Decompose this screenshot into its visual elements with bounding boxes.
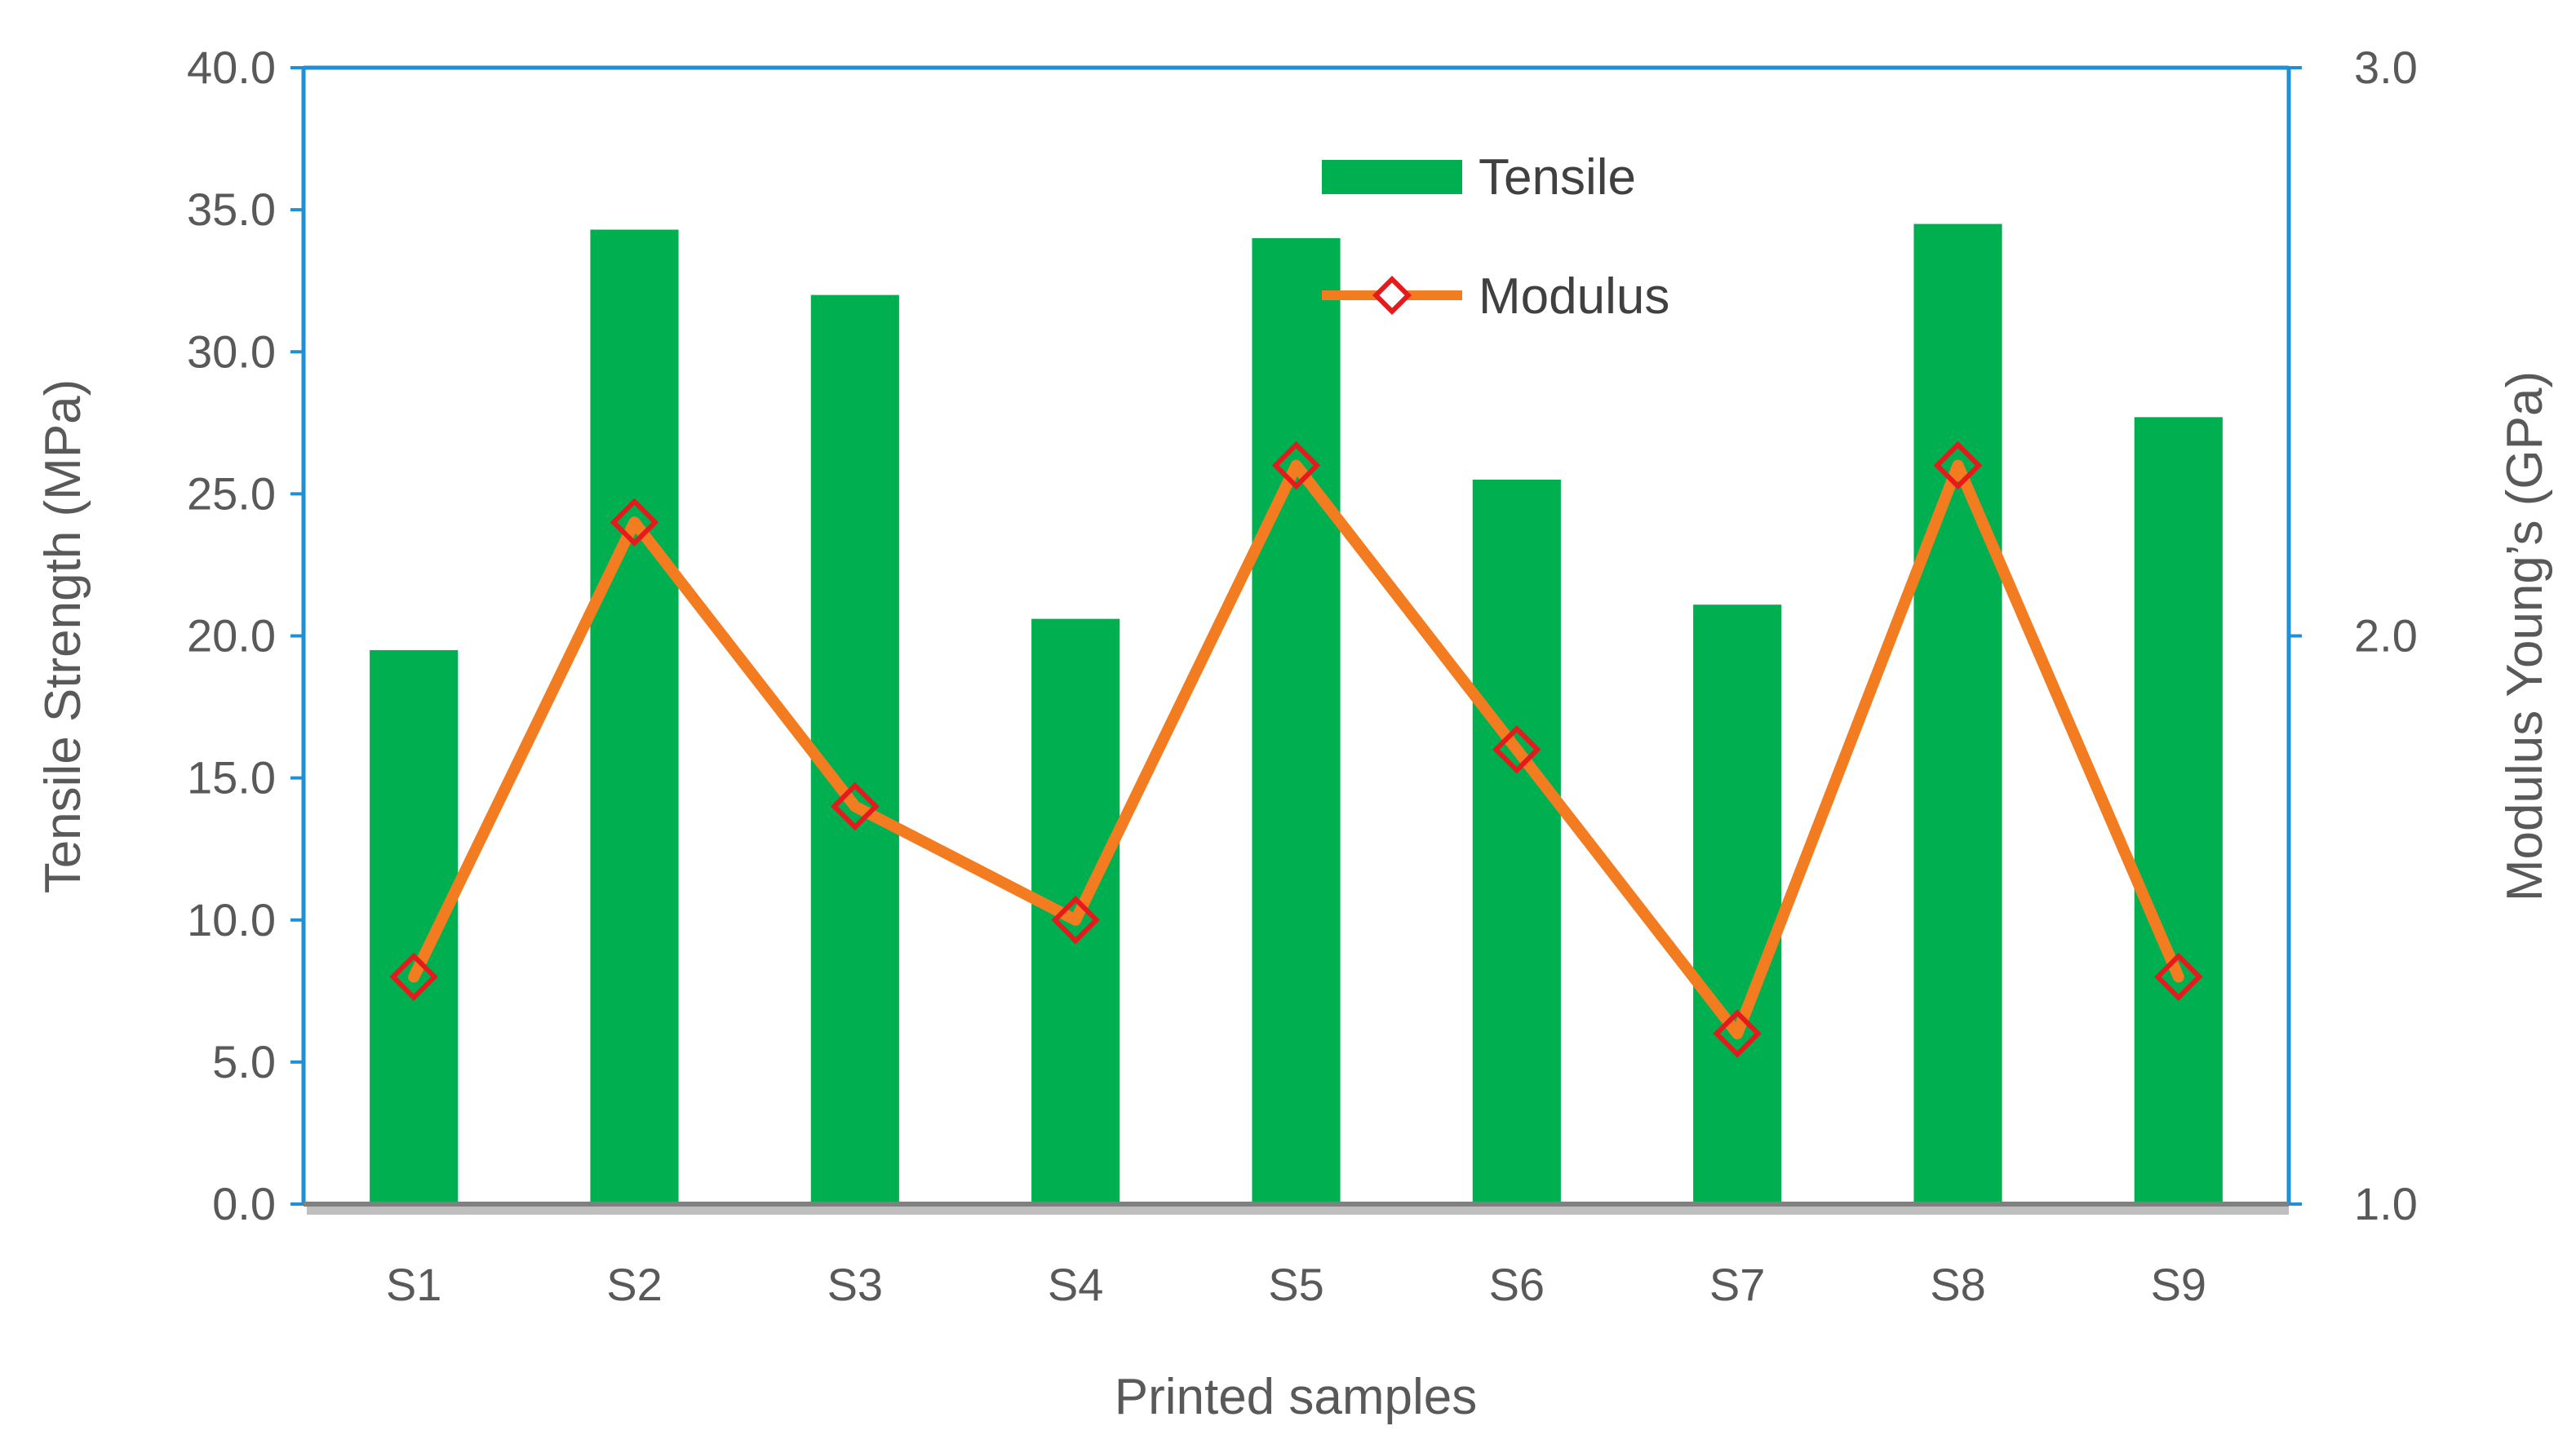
x-tick-label: S6 bbox=[1489, 1259, 1545, 1310]
legend-swatch-tensile bbox=[1322, 160, 1462, 194]
left-tick-label: 15.0 bbox=[187, 752, 276, 804]
line-series-modulus bbox=[389, 441, 2203, 1058]
x-tick-label: S4 bbox=[1048, 1259, 1104, 1310]
right-tick-label: 2.0 bbox=[2354, 610, 2418, 662]
left-tick-label: 30.0 bbox=[187, 325, 276, 377]
left-tick-label: 40.0 bbox=[187, 42, 276, 93]
left-tick-label: 35.0 bbox=[187, 184, 276, 235]
legend-swatch-modulus-marker bbox=[1372, 275, 1412, 316]
legend: Tensile Modulus bbox=[1322, 149, 1669, 325]
right-tick-label: 1.0 bbox=[2354, 1178, 2418, 1229]
legend-label-tensile: Tensile bbox=[1479, 149, 1636, 206]
right-tick-label: 3.0 bbox=[2354, 42, 2418, 93]
bar-tensile-s8 bbox=[1913, 224, 2002, 1205]
x-tick-label: S7 bbox=[1709, 1259, 1766, 1310]
x-tick-label: S2 bbox=[606, 1259, 663, 1310]
line-modulus bbox=[408, 459, 2184, 1040]
bar-series-tensile bbox=[370, 224, 2223, 1205]
marker-modulus-s1 bbox=[389, 952, 438, 1002]
bar-tensile-s3 bbox=[810, 294, 899, 1205]
marker-modulus-s6 bbox=[1492, 725, 1541, 774]
x-tick-label: S8 bbox=[1930, 1259, 1986, 1310]
bar-tensile-s7 bbox=[1693, 604, 1782, 1204]
left-tick-label: 20.0 bbox=[187, 610, 276, 662]
marker-modulus-s5 bbox=[1271, 441, 1321, 490]
bar-tensile-s1 bbox=[370, 649, 459, 1204]
marker-modulus-s3 bbox=[831, 782, 880, 831]
x-axis-title: Printed samples bbox=[1115, 1369, 1478, 1425]
bar-tensile-s6 bbox=[1472, 479, 1561, 1204]
x-tick-label: S1 bbox=[386, 1259, 442, 1310]
x-axis-tick-labels: S1 S2 S3 S4 S5 S6 S7 S8 S9 bbox=[386, 1259, 2206, 1310]
bar-tensile-s9 bbox=[2134, 417, 2223, 1204]
right-y-axis-title: Modulus Young’s (GPa) bbox=[2497, 371, 2553, 901]
marker-modulus-s2 bbox=[610, 498, 659, 547]
x-tick-label: S3 bbox=[827, 1259, 884, 1310]
x-tick-label: S9 bbox=[2151, 1259, 2207, 1310]
legend-label-modulus: Modulus bbox=[1479, 268, 1669, 325]
marker-modulus-s8 bbox=[1933, 441, 1983, 490]
marker-modulus-s9 bbox=[2154, 952, 2203, 1002]
left-tick-label: 25.0 bbox=[187, 467, 276, 519]
bar-tensile-s5 bbox=[1252, 237, 1341, 1205]
marker-modulus-s7 bbox=[1713, 1009, 1762, 1058]
left-tick-label: 0.0 bbox=[212, 1178, 276, 1229]
left-tick-label: 5.0 bbox=[212, 1036, 276, 1087]
right-y-axis-ticks: 1.0 2.0 3.0 bbox=[2289, 42, 2418, 1229]
marker-modulus-s4 bbox=[1051, 896, 1100, 945]
bar-tensile-s2 bbox=[590, 229, 679, 1205]
left-y-axis-ticks: 0.0 5.0 10.0 15.0 20.0 25.0 30.0 35.0 40.0 bbox=[187, 42, 304, 1229]
left-y-axis-title: Tensile Strength (MPa) bbox=[35, 379, 91, 894]
left-tick-label: 10.0 bbox=[187, 894, 276, 945]
x-tick-label: S5 bbox=[1268, 1259, 1324, 1310]
